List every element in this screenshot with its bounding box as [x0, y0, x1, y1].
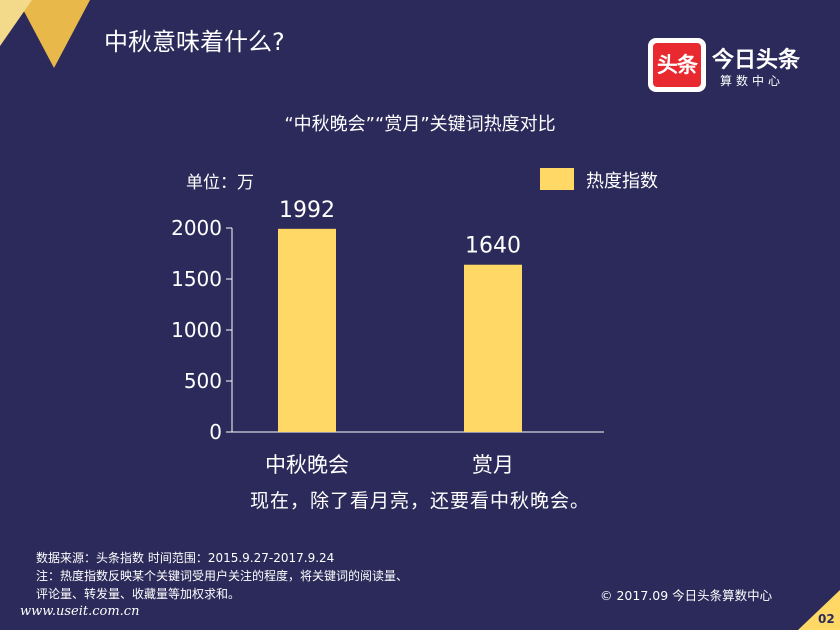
y-tick-label: 0 [209, 420, 222, 444]
data-source-note: 数据来源：头条指数 时间范围：2015.9.27-2017.9.24 [36, 551, 335, 565]
toutiao-logo: 头条 [648, 38, 706, 92]
definition-note-line2: 评论量、转发量、收藏量等加权求和。 [36, 587, 241, 601]
corner-triangle-gold [18, 0, 90, 68]
category-label: 中秋晚会 [265, 453, 349, 477]
conclusion-text: 现在，除了看月亮，还要看中秋晚会。 [249, 490, 590, 512]
unit-label: 单位：万 [186, 173, 254, 193]
logo-mark: 头条 [653, 43, 701, 87]
corner-triangle-light [0, 0, 32, 46]
watermark: www.useit.com.cn [20, 604, 140, 619]
brand-name: 今日头条 [712, 48, 801, 73]
page-number: 02 [818, 612, 835, 626]
chart-title: “中秋晚会”“赏月”关键词热度对比 [284, 114, 556, 135]
brand-subtitle: 算数中心 [720, 74, 785, 88]
y-tick-label: 1000 [171, 318, 222, 342]
y-tick-label: 500 [184, 369, 222, 393]
y-tick-label: 1500 [171, 267, 222, 291]
definition-note-line1: 注：热度指数反映某个关键词受用户关注的程度，将关键词的阅读量、 [36, 569, 409, 583]
bar-value-label: 1640 [465, 234, 521, 259]
bar-2 [464, 264, 522, 432]
slide-title: 中秋意味着什么? [104, 28, 285, 56]
page-corner-triangle [798, 590, 840, 630]
copyright-text: © 2017.09 今日头条算数中心 [600, 588, 773, 603]
bar-value-label: 1992 [279, 198, 335, 223]
bar-1 [278, 228, 336, 432]
y-tick-label: 2000 [171, 216, 222, 240]
legend-label: 热度指数 [586, 171, 658, 192]
legend-swatch [540, 168, 574, 190]
category-label: 赏月 [472, 453, 514, 477]
